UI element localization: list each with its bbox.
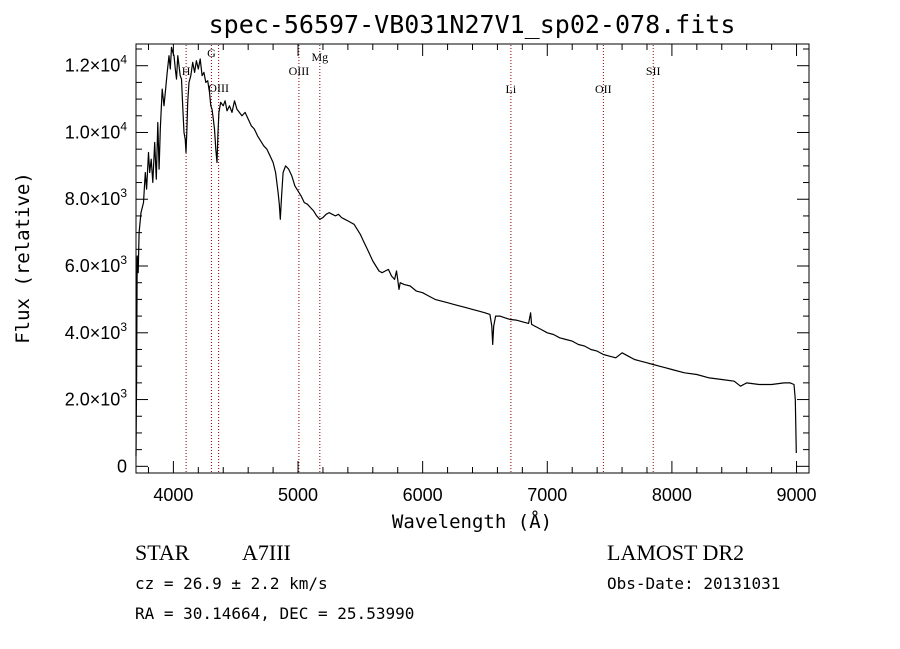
redshift-readout: cz = 26.9 ± 2.2 km/s <box>135 574 328 593</box>
x-tick-label: 8000 <box>652 485 692 505</box>
spectral-line-label: OIII <box>289 64 310 78</box>
spectral-class: A7III <box>242 540 291 565</box>
spectrum-line <box>135 46 797 457</box>
y-tick-label: 1.0×104 <box>65 119 128 142</box>
x-tick-label: 5000 <box>278 485 318 505</box>
spectral-line-label: OIII <box>208 81 229 95</box>
spectral-line-label: SII <box>646 64 661 78</box>
spectral-line-label: H <box>182 64 191 78</box>
x-axis-label: Wavelength (Å) <box>392 510 552 533</box>
object-type: STAR <box>135 540 190 565</box>
spectral-line-label: OII <box>595 82 612 96</box>
spectral-line-label: G <box>207 46 216 60</box>
y-tick-label: 8.0×103 <box>65 186 128 209</box>
coordinates-readout: RA = 30.14664, DEC = 25.53990 <box>135 604 414 623</box>
y-tick-label: 4.0×103 <box>65 320 128 343</box>
x-tick-label: 9000 <box>777 485 817 505</box>
spectral-line-label: Li <box>506 82 517 96</box>
x-tick-label: 4000 <box>153 485 193 505</box>
x-axis-ticks: 4000 5000 6000 7000 8000 9000 <box>147 44 817 505</box>
x-tick-label: 6000 <box>403 485 443 505</box>
y-tick-label: 0 <box>117 456 127 476</box>
y-axis-label: Flux (relative) <box>12 172 34 344</box>
survey-name: LAMOST DR2 <box>607 540 744 565</box>
y-tick-label: 6.0×103 <box>65 253 128 276</box>
spectral-line-label: Mg <box>311 50 328 64</box>
x-tick-label: 7000 <box>527 485 567 505</box>
observation-date: Obs-Date: 20131031 <box>607 574 780 593</box>
spectrum-series <box>135 46 797 457</box>
y-tick-label: 2.0×103 <box>65 387 128 410</box>
chart-title: spec-56597-VB031N27V1_sp02-078.fits <box>209 10 736 39</box>
y-tick-label: 1.2×104 <box>65 53 128 76</box>
y-axis-ticks: 0 2.0×103 4.0×103 6.0×103 8.0×103 1.0×104 1.2×… <box>65 48 809 476</box>
